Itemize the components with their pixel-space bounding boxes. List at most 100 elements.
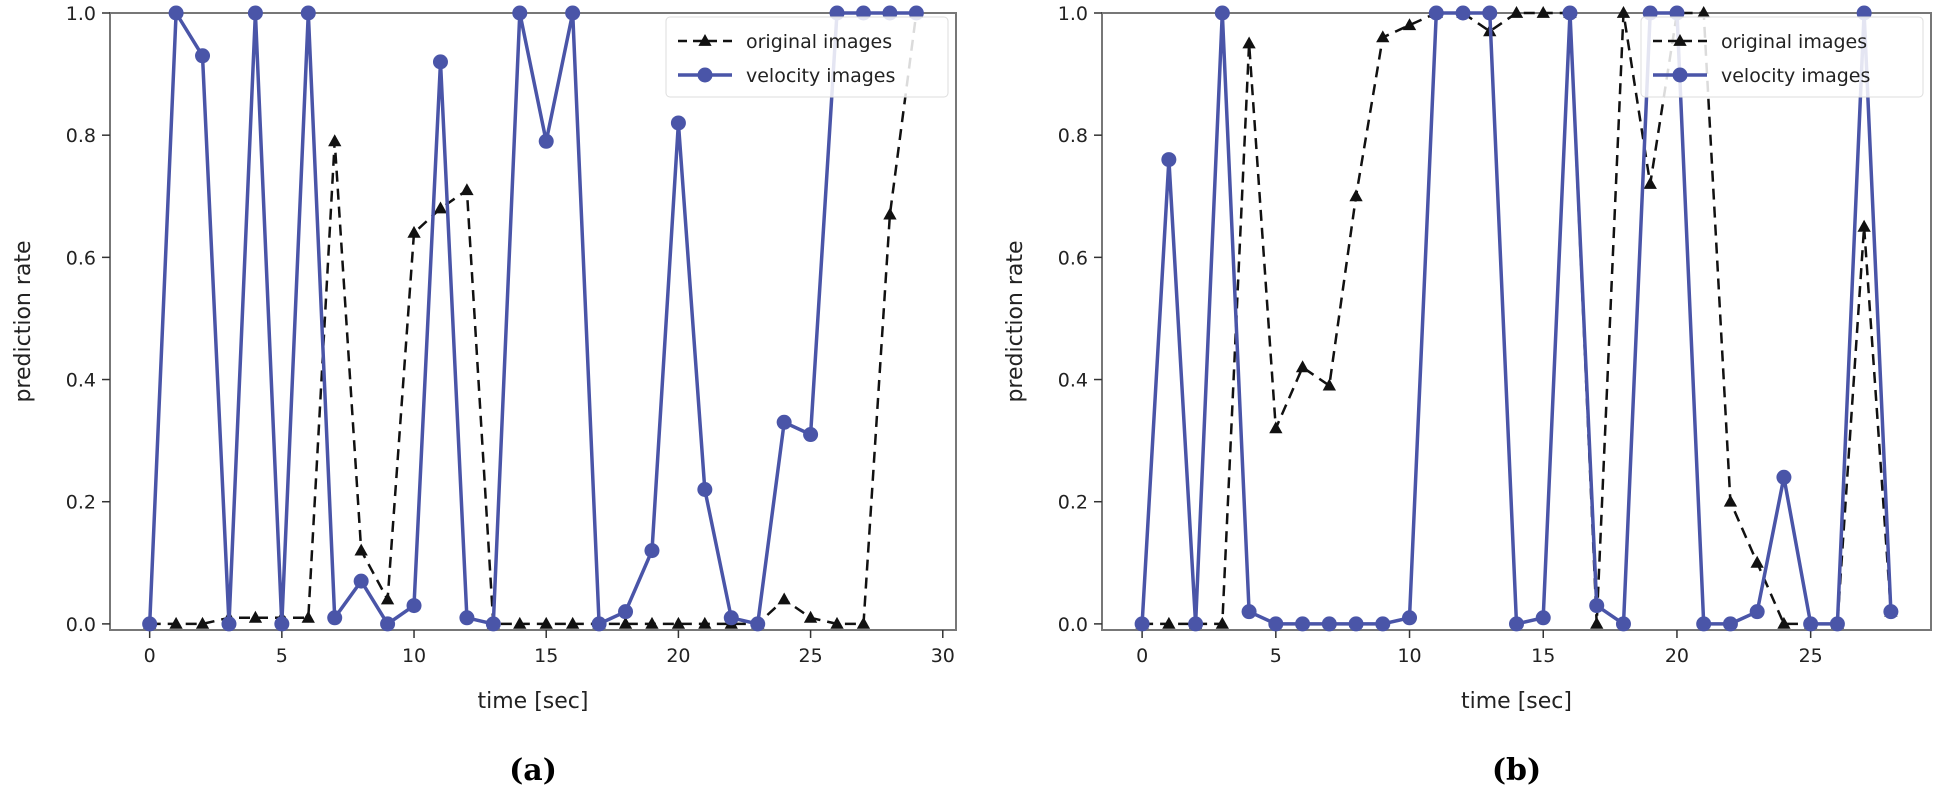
velocity-images-point bbox=[1722, 616, 1738, 632]
original-images-point bbox=[1777, 616, 1791, 629]
legend-marker bbox=[697, 67, 713, 83]
velocity-images-point bbox=[538, 133, 554, 149]
panel-caption: (b) bbox=[1492, 753, 1541, 788]
original-images-point bbox=[803, 610, 818, 623]
velocity-images-point bbox=[1776, 469, 1792, 485]
original-images-point bbox=[539, 616, 553, 629]
legend-marker bbox=[698, 34, 712, 46]
original-images-point bbox=[645, 616, 659, 629]
original-images-point bbox=[1349, 189, 1363, 202]
velocity-images-point bbox=[1375, 616, 1391, 632]
velocity-images-point bbox=[142, 616, 158, 632]
velocity-images-point bbox=[432, 54, 448, 70]
original-images-point bbox=[513, 616, 527, 629]
velocity-images-point bbox=[1214, 5, 1230, 21]
velocity-images-point bbox=[1509, 616, 1524, 632]
original-images-point bbox=[328, 134, 342, 147]
velocity-images-point bbox=[1455, 5, 1471, 21]
velocity-images-point bbox=[1589, 598, 1605, 614]
x-tick-label: 0 bbox=[1136, 645, 1148, 667]
velocity-images-point bbox=[1161, 152, 1177, 168]
velocity-images-series-line bbox=[147, 11, 917, 626]
y-tick-label: 0.2 bbox=[66, 492, 96, 514]
original-images-point bbox=[1536, 6, 1550, 18]
y-axis-label: prediction rate bbox=[11, 240, 36, 402]
y-tick-label: 0.2 bbox=[1058, 492, 1088, 514]
velocity-images-point bbox=[327, 610, 343, 626]
legend-label: original images bbox=[1721, 31, 1867, 53]
original-images-point bbox=[354, 543, 368, 556]
original-images-point bbox=[883, 207, 897, 220]
velocity-images-point bbox=[1428, 5, 1444, 21]
velocity-images-point bbox=[1615, 616, 1631, 632]
velocity-images-point bbox=[723, 610, 739, 626]
legend-marker bbox=[1673, 34, 1687, 46]
velocity-images-point bbox=[168, 5, 184, 21]
velocity-images-point bbox=[591, 616, 607, 632]
original-images-point bbox=[1509, 6, 1524, 18]
original-images-point bbox=[566, 616, 580, 629]
original-images-point bbox=[1616, 6, 1631, 18]
x-tick-label: 25 bbox=[1799, 645, 1823, 667]
x-tick-label: 20 bbox=[1665, 645, 1689, 667]
y-tick-label: 0.4 bbox=[66, 370, 96, 392]
velocity-images-point bbox=[353, 573, 369, 589]
y-tick-label: 0.0 bbox=[66, 614, 96, 636]
velocity-images-point bbox=[247, 5, 263, 21]
x-tick-label: 30 bbox=[931, 645, 955, 667]
x-tick-label: 5 bbox=[1270, 645, 1282, 667]
original-images-point bbox=[1723, 494, 1738, 507]
original-images-point bbox=[698, 616, 712, 629]
x-tick-label: 15 bbox=[534, 645, 558, 667]
x-tick-label: 5 bbox=[276, 645, 288, 667]
original-images-point bbox=[1643, 177, 1657, 189]
velocity-images-point bbox=[1535, 610, 1551, 626]
original-images-point bbox=[1162, 616, 1176, 629]
velocity-images-point bbox=[1188, 616, 1204, 632]
y-tick-label: 1.0 bbox=[1058, 3, 1088, 25]
velocity-images-point bbox=[670, 115, 686, 131]
x-tick-label: 20 bbox=[666, 645, 690, 667]
chart-panel-a: 0.0 0.2 0.4 0.6 0.8 1.0 0 5 10 15 20 25 30 time [sec]… bbox=[11, 3, 957, 788]
velocity-images-point bbox=[697, 481, 713, 497]
legend-label: velocity images bbox=[746, 65, 895, 87]
legend-label: original images bbox=[746, 31, 892, 53]
velocity-images-point bbox=[406, 598, 422, 614]
original-images-series-line bbox=[149, 12, 918, 626]
original-images-point bbox=[1295, 360, 1310, 373]
y-tick-label: 0.4 bbox=[1058, 370, 1088, 392]
original-images-point bbox=[1242, 36, 1256, 49]
velocity-images-point bbox=[274, 616, 290, 632]
velocity-images-point bbox=[1696, 616, 1712, 632]
original-images-point bbox=[777, 592, 791, 605]
x-axis-label: time [sec] bbox=[1461, 689, 1572, 714]
original-images-point bbox=[1322, 378, 1336, 391]
velocity-images-point bbox=[618, 604, 634, 620]
original-images-point bbox=[618, 616, 633, 629]
velocity-images-point bbox=[380, 616, 396, 632]
original-images-point bbox=[169, 616, 183, 629]
y-tick-label: 0.0 bbox=[1058, 614, 1088, 636]
original-images-point bbox=[1750, 555, 1764, 568]
velocity-images-point bbox=[1134, 616, 1150, 632]
original-images-point bbox=[460, 183, 474, 196]
original-images-point bbox=[407, 225, 421, 238]
original-images-point bbox=[1590, 616, 1604, 629]
original-images-point bbox=[856, 616, 871, 629]
velocity-images-point bbox=[1348, 616, 1364, 632]
y-tick-label: 1.0 bbox=[66, 3, 96, 25]
chart-panel-b: 0.0 0.2 0.4 0.6 0.8 1.0 0 5 10 15 20 25 time [sec] pr… bbox=[1003, 3, 1932, 788]
velocity-images-point bbox=[1321, 616, 1337, 632]
velocity-images-point bbox=[1295, 616, 1311, 632]
original-images-point bbox=[301, 610, 315, 623]
velocity-images-point bbox=[1268, 616, 1284, 632]
y-axis-label: prediction rate bbox=[1003, 240, 1028, 402]
velocity-images-point bbox=[776, 414, 792, 430]
legend-marker bbox=[1672, 67, 1688, 83]
velocity-images-point bbox=[803, 427, 819, 443]
original-images-point bbox=[1376, 30, 1390, 43]
x-tick-label: 0 bbox=[144, 645, 156, 667]
y-tick-label: 0.8 bbox=[66, 125, 96, 147]
x-tick-label: 10 bbox=[1397, 645, 1421, 667]
